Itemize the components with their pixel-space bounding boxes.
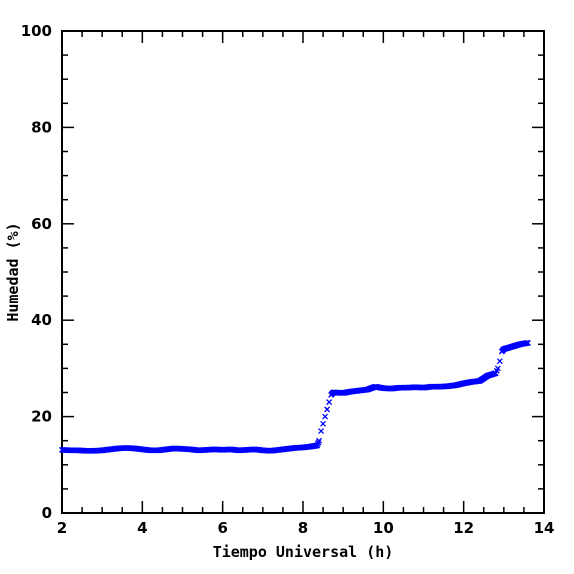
data-point-stroke (324, 406, 331, 413)
data-point-stroke (315, 439, 322, 446)
data-points (59, 339, 531, 454)
data-point (314, 442, 321, 449)
x-tick-label: 2 (57, 519, 67, 537)
data-point-stroke (524, 339, 531, 346)
x-tick-label: 14 (534, 519, 555, 537)
data-point-stroke (318, 428, 325, 435)
y-tick-label: 80 (31, 118, 52, 136)
data-point (315, 439, 322, 446)
data-point (316, 437, 323, 444)
y-axis-label: Humedad (%) (4, 222, 22, 321)
data-point (496, 358, 503, 365)
axis-ticks (61, 30, 545, 514)
x-tick-label: 12 (453, 519, 474, 537)
y-tick-label: 40 (31, 311, 52, 329)
data-point-stroke (314, 440, 321, 447)
data-point (320, 420, 327, 427)
data-point (318, 428, 325, 435)
x-tick-label: 8 (298, 519, 308, 537)
data-point-stroke (320, 420, 327, 427)
x-tick-label: 6 (217, 519, 227, 537)
y-tick-label: 100 (21, 22, 52, 40)
data-point (494, 365, 501, 372)
y-tick-labels: 0 20 40 60 80 100 (21, 22, 52, 522)
data-point-stroke (494, 365, 501, 372)
y-tick-label: 20 (31, 408, 52, 426)
data-point (326, 399, 333, 406)
data-point (322, 413, 329, 420)
y-tick-label: 60 (31, 215, 52, 233)
data-point (314, 440, 321, 447)
data-point-stroke (326, 399, 333, 406)
data-point-stroke (314, 442, 321, 449)
data-point-stroke (496, 358, 503, 365)
x-tick-labels: 2 4 6 8 10 12 14 (57, 519, 555, 537)
data-point (324, 406, 331, 413)
x-tick-label: 10 (373, 519, 394, 537)
x-tick-label: 4 (137, 519, 147, 537)
x-axis-label: Tiempo Universal (h) (213, 543, 394, 561)
data-point (524, 339, 531, 346)
data-point-stroke (322, 413, 329, 420)
plot-frame (61, 30, 545, 514)
y-tick-label: 0 (42, 504, 52, 522)
data-point-stroke (316, 437, 323, 444)
